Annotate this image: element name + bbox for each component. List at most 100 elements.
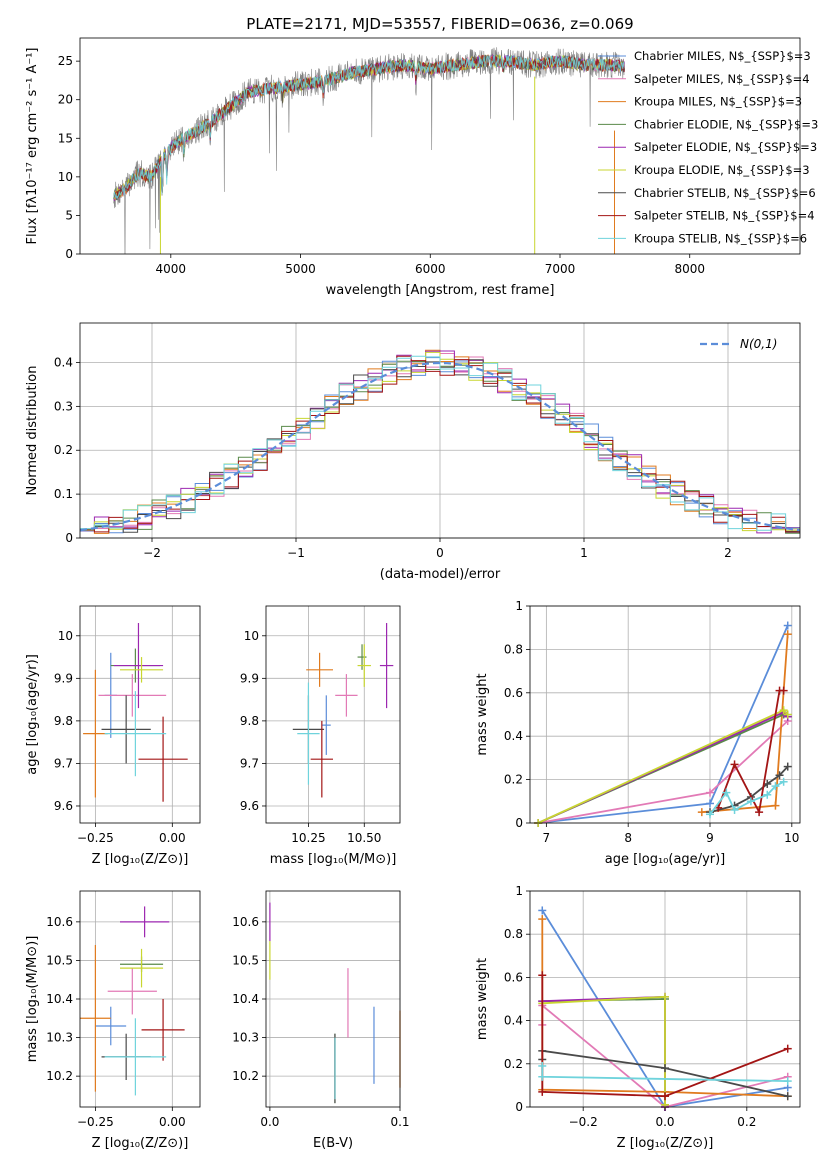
- plot-area: [83, 623, 188, 802]
- plus-marker: [783, 621, 792, 630]
- plus-marker: [538, 1072, 547, 1081]
- y-tick-label: 9.6: [240, 799, 259, 813]
- y-tick-label: 9.7: [240, 756, 259, 770]
- model-spectrum: [113, 54, 625, 199]
- y-tick-label: 10.4: [46, 992, 73, 1006]
- x-tick-label: 9: [706, 831, 714, 845]
- x-tick-label: 4000: [156, 262, 187, 276]
- plus-marker: [783, 630, 792, 639]
- x-tick-label: 0.00: [159, 831, 186, 845]
- model-spectrum: [113, 53, 625, 201]
- plus-marker: [783, 762, 792, 771]
- series-line: [542, 995, 666, 1105]
- x-axis-label: age [log₁₀(age/yr)]: [605, 852, 726, 867]
- legend-label: Chabrier ELODIE, N$_{SSP}$=3: [634, 117, 818, 131]
- model-spectrum: [113, 54, 625, 201]
- x-tick-label: 7: [543, 831, 551, 845]
- errorbar-point: [357, 644, 371, 687]
- gaussian-curve: [79, 361, 801, 532]
- plus-marker: [661, 1064, 669, 1073]
- plus-marker: [771, 782, 780, 791]
- y-tick-label: 9.6: [54, 799, 73, 813]
- x-tick-label: −1: [287, 546, 305, 560]
- errorbar-point: [310, 720, 333, 798]
- axes-frame: [79, 322, 801, 539]
- panel-mass_vs_Z: −0.25 0.00 10.2 10.3 10.4 10.5 10.6 Z [log₁₀(Z/…: [25, 890, 201, 1151]
- x-tick-label: 10.50: [347, 831, 381, 845]
- x-tick-label: 7000: [545, 262, 576, 276]
- y-tick-label: 0.1: [54, 487, 73, 501]
- axes-frame: [529, 890, 801, 1108]
- y-tick-label: 0.6: [504, 686, 523, 700]
- y-tick-label: 1: [515, 599, 523, 613]
- legend-label: N(0,1): [740, 337, 777, 351]
- y-tick-label: 0: [515, 816, 523, 830]
- errorbar-point: [141, 999, 185, 1061]
- y-tick-label: 0.8: [504, 927, 523, 941]
- axes: 10.25 10.50 9.6 9.7 9.8 9.9 10 mass [log₁₀(M/M⊙…: [240, 605, 401, 867]
- axes-frame: [79, 605, 201, 824]
- x-tick-label: 0.00: [159, 1115, 186, 1129]
- plus-marker: [779, 706, 788, 715]
- axes-frame: [79, 37, 801, 255]
- y-axis-label: mass weight: [475, 673, 490, 755]
- errorbar-point: [335, 674, 358, 717]
- plot-area: [269, 902, 401, 1104]
- y-tick-label: 0.2: [504, 1057, 523, 1071]
- legend: N(0,1): [700, 337, 777, 351]
- series-line: [542, 998, 666, 1105]
- x-axis-label: mass [log₁₀(M/M⊙)]: [270, 852, 397, 867]
- legend-label: Kroupa STELIB, N$_{SSP}$=6: [634, 231, 807, 245]
- panel-mass_vs_ebv: 0.0 0.1 10.2 10.3 10.4 10.5 10.6 E(B-V): [232, 890, 410, 1151]
- y-tick-label: 20: [58, 93, 73, 107]
- y-tick-label: 0.3: [54, 399, 73, 413]
- errorbar-point: [120, 906, 170, 938]
- y-tick-label: 10.3: [232, 1031, 259, 1045]
- y-tick-label: 0.4: [54, 355, 73, 369]
- x-tick-label: 0.0: [655, 1115, 674, 1129]
- errorbar-point: [138, 716, 188, 802]
- panel-mass_weight_vs_Z: −0.2 0.0 0.2 0 0.2 0.4 0.6 0.8 1 Z [log₁₀(Z/Z⊙)] m…: [475, 884, 801, 1151]
- y-tick-label: 25: [58, 54, 73, 68]
- figure-title: PLATE=2171, MJD=53557, FIBERID=0636, z=0…: [246, 15, 633, 33]
- x-tick-label: 8: [624, 831, 632, 845]
- model-spectrum: [113, 53, 625, 200]
- x-tick-label: −0.25: [77, 1115, 114, 1129]
- model-spectrum: [113, 54, 625, 200]
- errorbar-point: [107, 968, 157, 1015]
- errorbar-point: [120, 948, 164, 988]
- y-tick-label: 0.4: [504, 729, 523, 743]
- y-tick-label: 10.2: [232, 1069, 259, 1083]
- y-tick-label: 15: [58, 131, 73, 145]
- y-axis-label: Flux [fλ10⁻¹⁷ erg cm⁻² s⁻¹ A⁻¹]: [25, 48, 40, 245]
- legend-label: Salpeter MILES, N$_{SSP}$=4: [634, 72, 810, 86]
- plus-marker: [779, 686, 788, 695]
- plus-marker: [755, 808, 764, 817]
- errorbar-point: [95, 1006, 127, 1046]
- y-tick-label: 0.2: [504, 773, 523, 787]
- y-axis-label: Normed distribution: [25, 366, 40, 496]
- errorbar-point: [306, 652, 333, 687]
- plus-marker: [783, 1092, 792, 1101]
- x-tick-label: 2: [724, 546, 732, 560]
- axes-frame: [265, 605, 401, 824]
- errorbar-point: [98, 674, 167, 717]
- axes-frame: [79, 890, 201, 1108]
- grid: [80, 891, 200, 1107]
- errorbar-point: [83, 669, 108, 798]
- y-tick-label: 10.3: [46, 1031, 73, 1045]
- axes-frame: [265, 890, 401, 1108]
- plus-marker: [538, 906, 547, 915]
- plus-marker: [783, 710, 792, 719]
- errorbar-point: [379, 623, 394, 709]
- y-axis-label: age [log₁₀(age/yr)]: [25, 654, 40, 775]
- y-tick-label: 10: [58, 170, 73, 184]
- y-tick-label: 9.8: [54, 714, 73, 728]
- histogram-series: [80, 351, 800, 532]
- x-tick-label: −0.2: [569, 1115, 598, 1129]
- grid: [266, 891, 401, 1107]
- plus-marker: [706, 788, 714, 797]
- y-tick-label: 9.7: [54, 756, 73, 770]
- axes: −2 −1 0 1 2 0 0.1 0.2 0.3 0.4 (data-model)/error No…: [25, 322, 801, 582]
